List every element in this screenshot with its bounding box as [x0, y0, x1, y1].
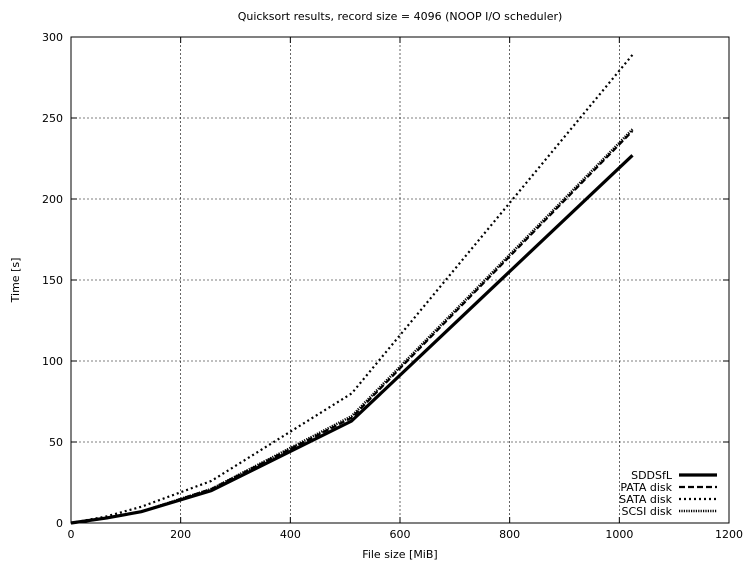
x-tick-label: 600 [390, 528, 411, 541]
x-tick-label: 200 [170, 528, 191, 541]
series-line-scsi-disk [70, 128, 634, 525]
x-tick-label: 1000 [605, 528, 633, 541]
y-tick-label: 100 [42, 355, 63, 368]
y-tick-label: 50 [49, 436, 63, 449]
y-axis-title: Time [s] [9, 258, 22, 304]
x-axis-title: File size [MiB] [362, 548, 437, 561]
legend-label: SATA disk [619, 493, 673, 506]
grid [71, 37, 729, 523]
legend-label: SDDSfL [631, 469, 673, 482]
x-tick-label: 800 [499, 528, 520, 541]
legend-label: SCSI disk [621, 505, 672, 518]
y-tick-label: 200 [42, 193, 63, 206]
y-tick-label: 300 [42, 31, 63, 44]
legend-label: PATA disk [620, 481, 672, 494]
series-line-sata-disk [70, 54, 634, 525]
series-line-sddsfl [70, 154, 634, 525]
series-group [70, 54, 634, 525]
x-tick-label: 1200 [715, 528, 743, 541]
chart-title: Quicksort results, record size = 4096 (N… [238, 10, 563, 23]
plot-frame [70, 36, 730, 524]
y-tick-label: 150 [42, 274, 63, 287]
series-line-pata-disk [70, 130, 634, 525]
y-tick-label: 0 [56, 517, 63, 530]
x-tick-label: 400 [280, 528, 301, 541]
x-tick-label: 0 [68, 528, 75, 541]
y-tick-label: 250 [42, 112, 63, 125]
axis-ticks: 0 200 400 600 800 1000 1200 0 50 100 150 200 250 300 [42, 31, 743, 541]
